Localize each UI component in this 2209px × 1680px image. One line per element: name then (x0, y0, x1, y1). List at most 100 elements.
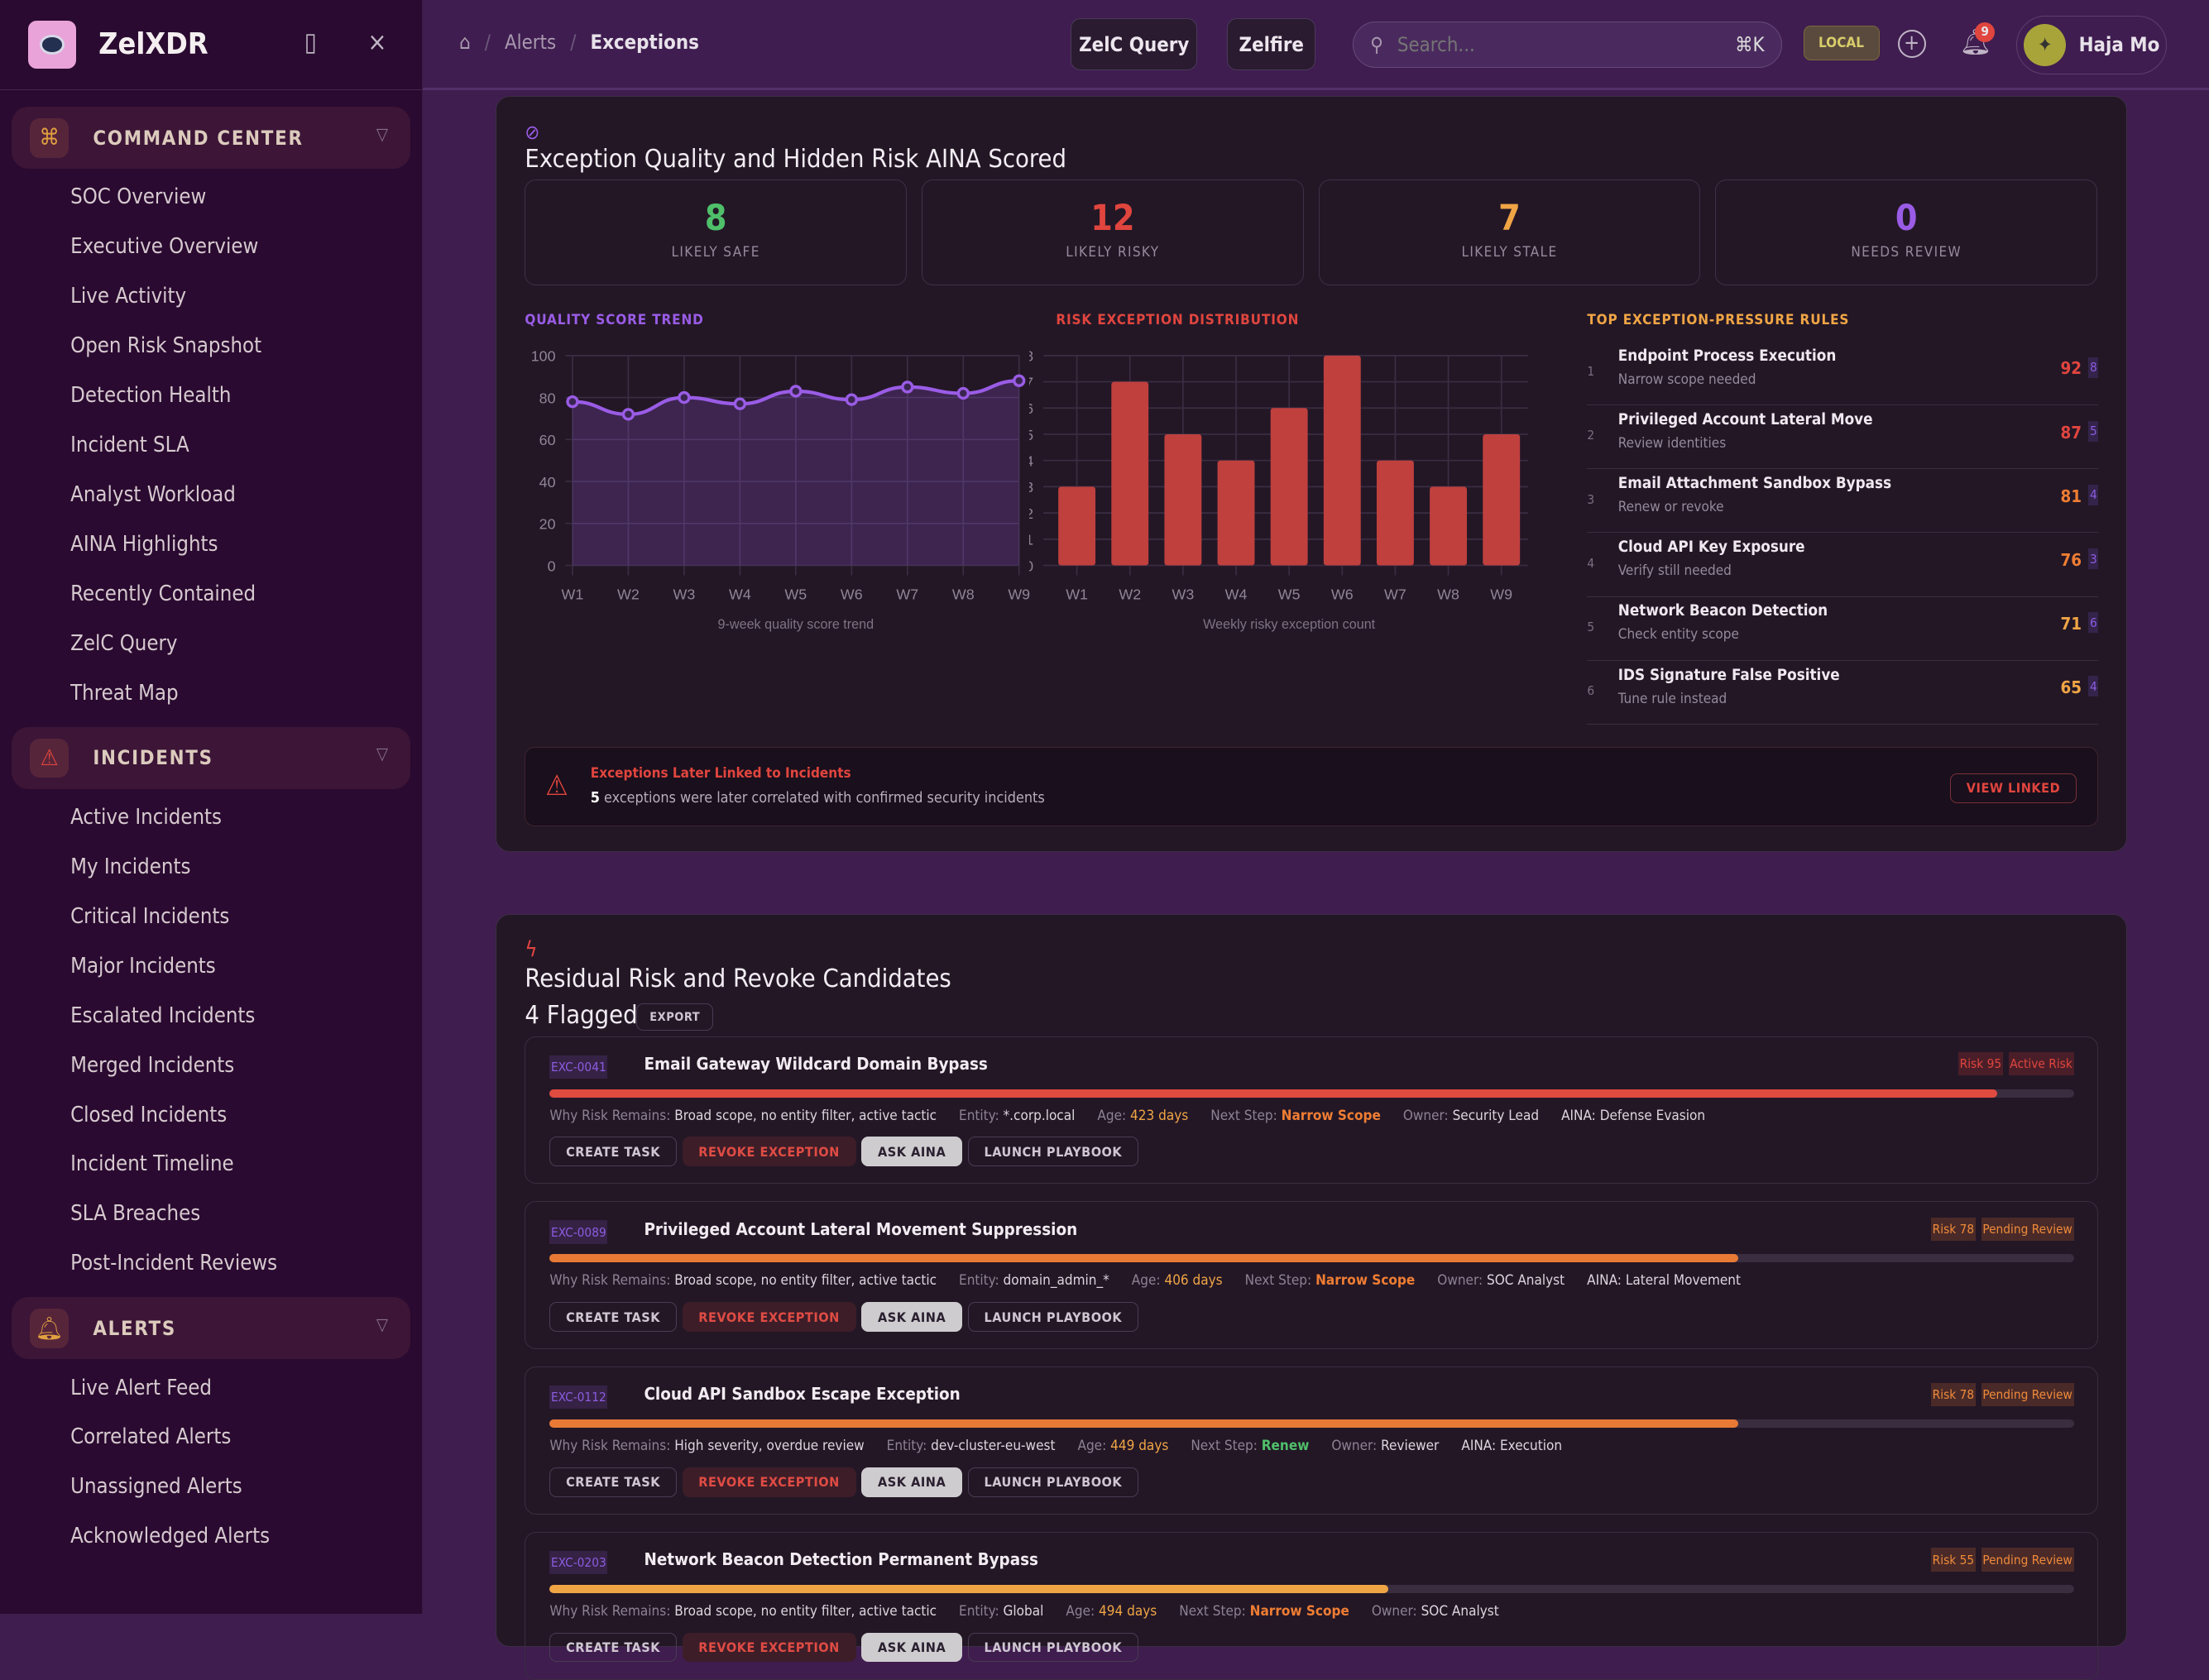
sidebar-item[interactable]: Detection Health (70, 383, 232, 409)
zelc-query-button[interactable]: ZelC Query (1071, 18, 1198, 71)
ask-aina-button[interactable]: ASK AINA (861, 1302, 962, 1332)
revoke-exception-button[interactable]: REVOKE EXCEPTION (682, 1632, 856, 1663)
launch-playbook-button[interactable]: LAUNCH PLAYBOOK (967, 1302, 1138, 1332)
sidebar-item[interactable]: Active Incidents (70, 804, 223, 830)
add-icon[interactable]: + (1897, 29, 1926, 58)
sidebar-item[interactable]: Escalated Incidents (70, 1003, 256, 1028)
search-box[interactable]: ⚲ ⌘K (1352, 21, 1783, 68)
sidebar-item[interactable]: Live Alert Feed (70, 1375, 212, 1400)
create-task-button[interactable]: CREATE TASK (549, 1632, 677, 1663)
sidebar-item[interactable]: Incident SLA (70, 433, 189, 458)
collapse-icon[interactable]: ⨯ (367, 28, 387, 58)
sidebar-item[interactable]: Post-Incident Reviews (70, 1251, 278, 1276)
launch-playbook-button[interactable]: LAUNCH PLAYBOOK (967, 1137, 1138, 1167)
sidebar-item[interactable]: Closed Incidents (70, 1102, 228, 1127)
revoke-exception-button[interactable]: REVOKE EXCEPTION (682, 1137, 856, 1167)
sidebar-item[interactable]: AINA Highlights (70, 531, 218, 557)
sidebar-item[interactable]: Unassigned Alerts (70, 1474, 242, 1500)
age-label: Age: (1077, 1438, 1107, 1455)
sidebar-item[interactable]: Correlated Alerts (70, 1424, 232, 1450)
home-icon[interactable]: ⌂ (459, 31, 471, 55)
x-tick-label: W5 (1278, 586, 1301, 603)
why-label: Why Risk Remains: (549, 1272, 671, 1290)
user-menu[interactable]: ✦ Haja Mo (2015, 15, 2167, 75)
avatar: ✦ (2024, 23, 2067, 67)
exception-id[interactable]: EXC-0112 (549, 1386, 608, 1410)
nav-section-2[interactable]: 🔔︎ ALERTS ▽ (11, 1297, 411, 1360)
rule-name: Privileged Account Lateral Move (1617, 411, 1873, 428)
nav-section-1[interactable]: ⚠ INCIDENTS ▽ (11, 726, 411, 789)
rule-rank: 1 (1587, 364, 1595, 380)
sidebar-item[interactable]: Executive Overview (70, 234, 259, 260)
sidebar-item[interactable]: Live Activity (70, 284, 187, 309)
sidebar-toggle-icon[interactable]: ▯ (304, 28, 317, 58)
linked-incidents-alert: ⚠ Exceptions Later Linked to Incidents 5… (525, 747, 2099, 826)
x-tick-label: W3 (1172, 586, 1195, 603)
notification-count: 9 (1975, 22, 1996, 43)
create-task-button[interactable]: CREATE TASK (549, 1137, 677, 1167)
ask-aina-button[interactable]: ASK AINA (861, 1632, 962, 1663)
sidebar-item[interactable]: Merged Incidents (70, 1052, 235, 1078)
sidebar-item[interactable]: Major Incidents (70, 953, 216, 979)
revoke-exception-button[interactable]: REVOKE EXCEPTION (682, 1467, 856, 1497)
sidebar-item[interactable]: SOC Overview (70, 184, 207, 210)
sidebar-item[interactable]: Acknowledged Alerts (70, 1524, 271, 1549)
sidebar-item[interactable]: My Incidents (70, 854, 191, 879)
rule-row[interactable]: 2 Privileged Account Lateral Move Review i… (1587, 405, 2099, 470)
sidebar-item[interactable]: Threat Map (70, 680, 179, 706)
sidebar-item[interactable]: Incident Timeline (70, 1151, 234, 1177)
sidebar-item[interactable]: SLA Breaches (70, 1201, 201, 1227)
next-step-label: Next Step: (1191, 1438, 1258, 1455)
why-label: Why Risk Remains: (549, 1107, 671, 1124)
sidebar-item[interactable]: Analyst Workload (70, 482, 236, 508)
next-step-label: Next Step: (1210, 1107, 1277, 1124)
nav-section-0[interactable]: ⌘ COMMAND CENTER ▽ (11, 107, 411, 170)
bell-icon: 🔔︎ (29, 1309, 69, 1348)
sidebar-item[interactable]: Recently Contained (70, 581, 256, 606)
exception-id[interactable]: EXC-0203 (549, 1550, 608, 1575)
rule-count: 4 (2088, 485, 2099, 505)
launch-playbook-button[interactable]: LAUNCH PLAYBOOK (967, 1467, 1138, 1497)
search-input[interactable] (1397, 32, 1736, 56)
rule-rank: 6 (1587, 682, 1595, 698)
rule-row[interactable]: 4 Cloud API Key Exposure Verify still need… (1587, 533, 2099, 597)
breadcrumb-alerts[interactable]: Alerts (504, 31, 557, 55)
launch-playbook-button[interactable]: LAUNCH PLAYBOOK (967, 1632, 1138, 1663)
exception-id[interactable]: EXC-0089 (549, 1220, 608, 1244)
chevron-down-icon: ▽ (376, 744, 388, 764)
rule-row[interactable]: 1 Endpoint Process Execution Narrow scope … (1587, 342, 2099, 406)
flagged-count: 4 Flagged (525, 1000, 638, 1030)
sidebar-item[interactable]: ZelC Query (70, 630, 178, 656)
ask-aina-button[interactable]: ASK AINA (861, 1137, 962, 1167)
risk-distribution-chart: 0 1 2 3 4 5 6 7 8 W1 W2 W3 W4 W5 W6 W7 W8 W9 Weekly risky … (1029, 348, 1528, 632)
create-task-button[interactable]: CREATE TASK (549, 1302, 677, 1332)
sidebar-item[interactable]: Critical Incidents (70, 903, 230, 929)
view-linked-button[interactable]: VIEW LINKED (1950, 773, 2077, 803)
exception-id[interactable]: EXC-0041 (549, 1055, 608, 1079)
app-name: ZelXDR (98, 27, 208, 62)
sidebar-item[interactable]: Open Risk Snapshot (70, 333, 262, 359)
alert-text: 5 exceptions were later correlated with … (591, 789, 1045, 806)
exception-card: EXC-0112 Cloud API Sandbox Escape Except… (525, 1366, 2099, 1515)
rule-row[interactable]: 3 Email Attachment Sandbox Bypass Renew or… (1587, 469, 2099, 534)
rule-score: 76 (2060, 549, 2082, 570)
rule-row[interactable]: 5 Network Beacon Detection Check entity sc… (1587, 597, 2099, 661)
stat-label: NEEDS REVIEW (1851, 244, 1962, 261)
exception-title: Cloud API Sandbox Escape Exception (644, 1384, 961, 1405)
warning-icon: ⚠ (29, 738, 69, 778)
revoke-exception-button[interactable]: REVOKE EXCEPTION (682, 1302, 856, 1332)
exception-meta: Why Risk Remains: Broad scope, no entity… (549, 1108, 1723, 1124)
rule-row[interactable]: 6 IDS Signature False Positive Tune rule i… (1587, 661, 2099, 725)
export-button[interactable]: EXPORT (635, 1003, 714, 1031)
command-icon: ⌘ (29, 118, 69, 158)
ask-aina-button[interactable]: ASK AINA (861, 1467, 962, 1497)
create-task-button[interactable]: CREATE TASK (549, 1467, 677, 1497)
rule-note: Tune rule instead (1617, 690, 1727, 707)
zelfire-button[interactable]: Zelfire (1227, 18, 1316, 71)
risk-badge: Risk 78 (1930, 1382, 1976, 1406)
top-bar: ⌂ / Alerts / Exceptions ZelC Query Zelfi… (422, 0, 2209, 90)
nav-section-title: INCIDENTS (93, 746, 213, 770)
why-value: Broad scope, no entity filter, active ta… (674, 1602, 937, 1620)
y-tick-label: 5 (1029, 427, 1033, 443)
entity-value: *.corp.local (1003, 1107, 1076, 1124)
